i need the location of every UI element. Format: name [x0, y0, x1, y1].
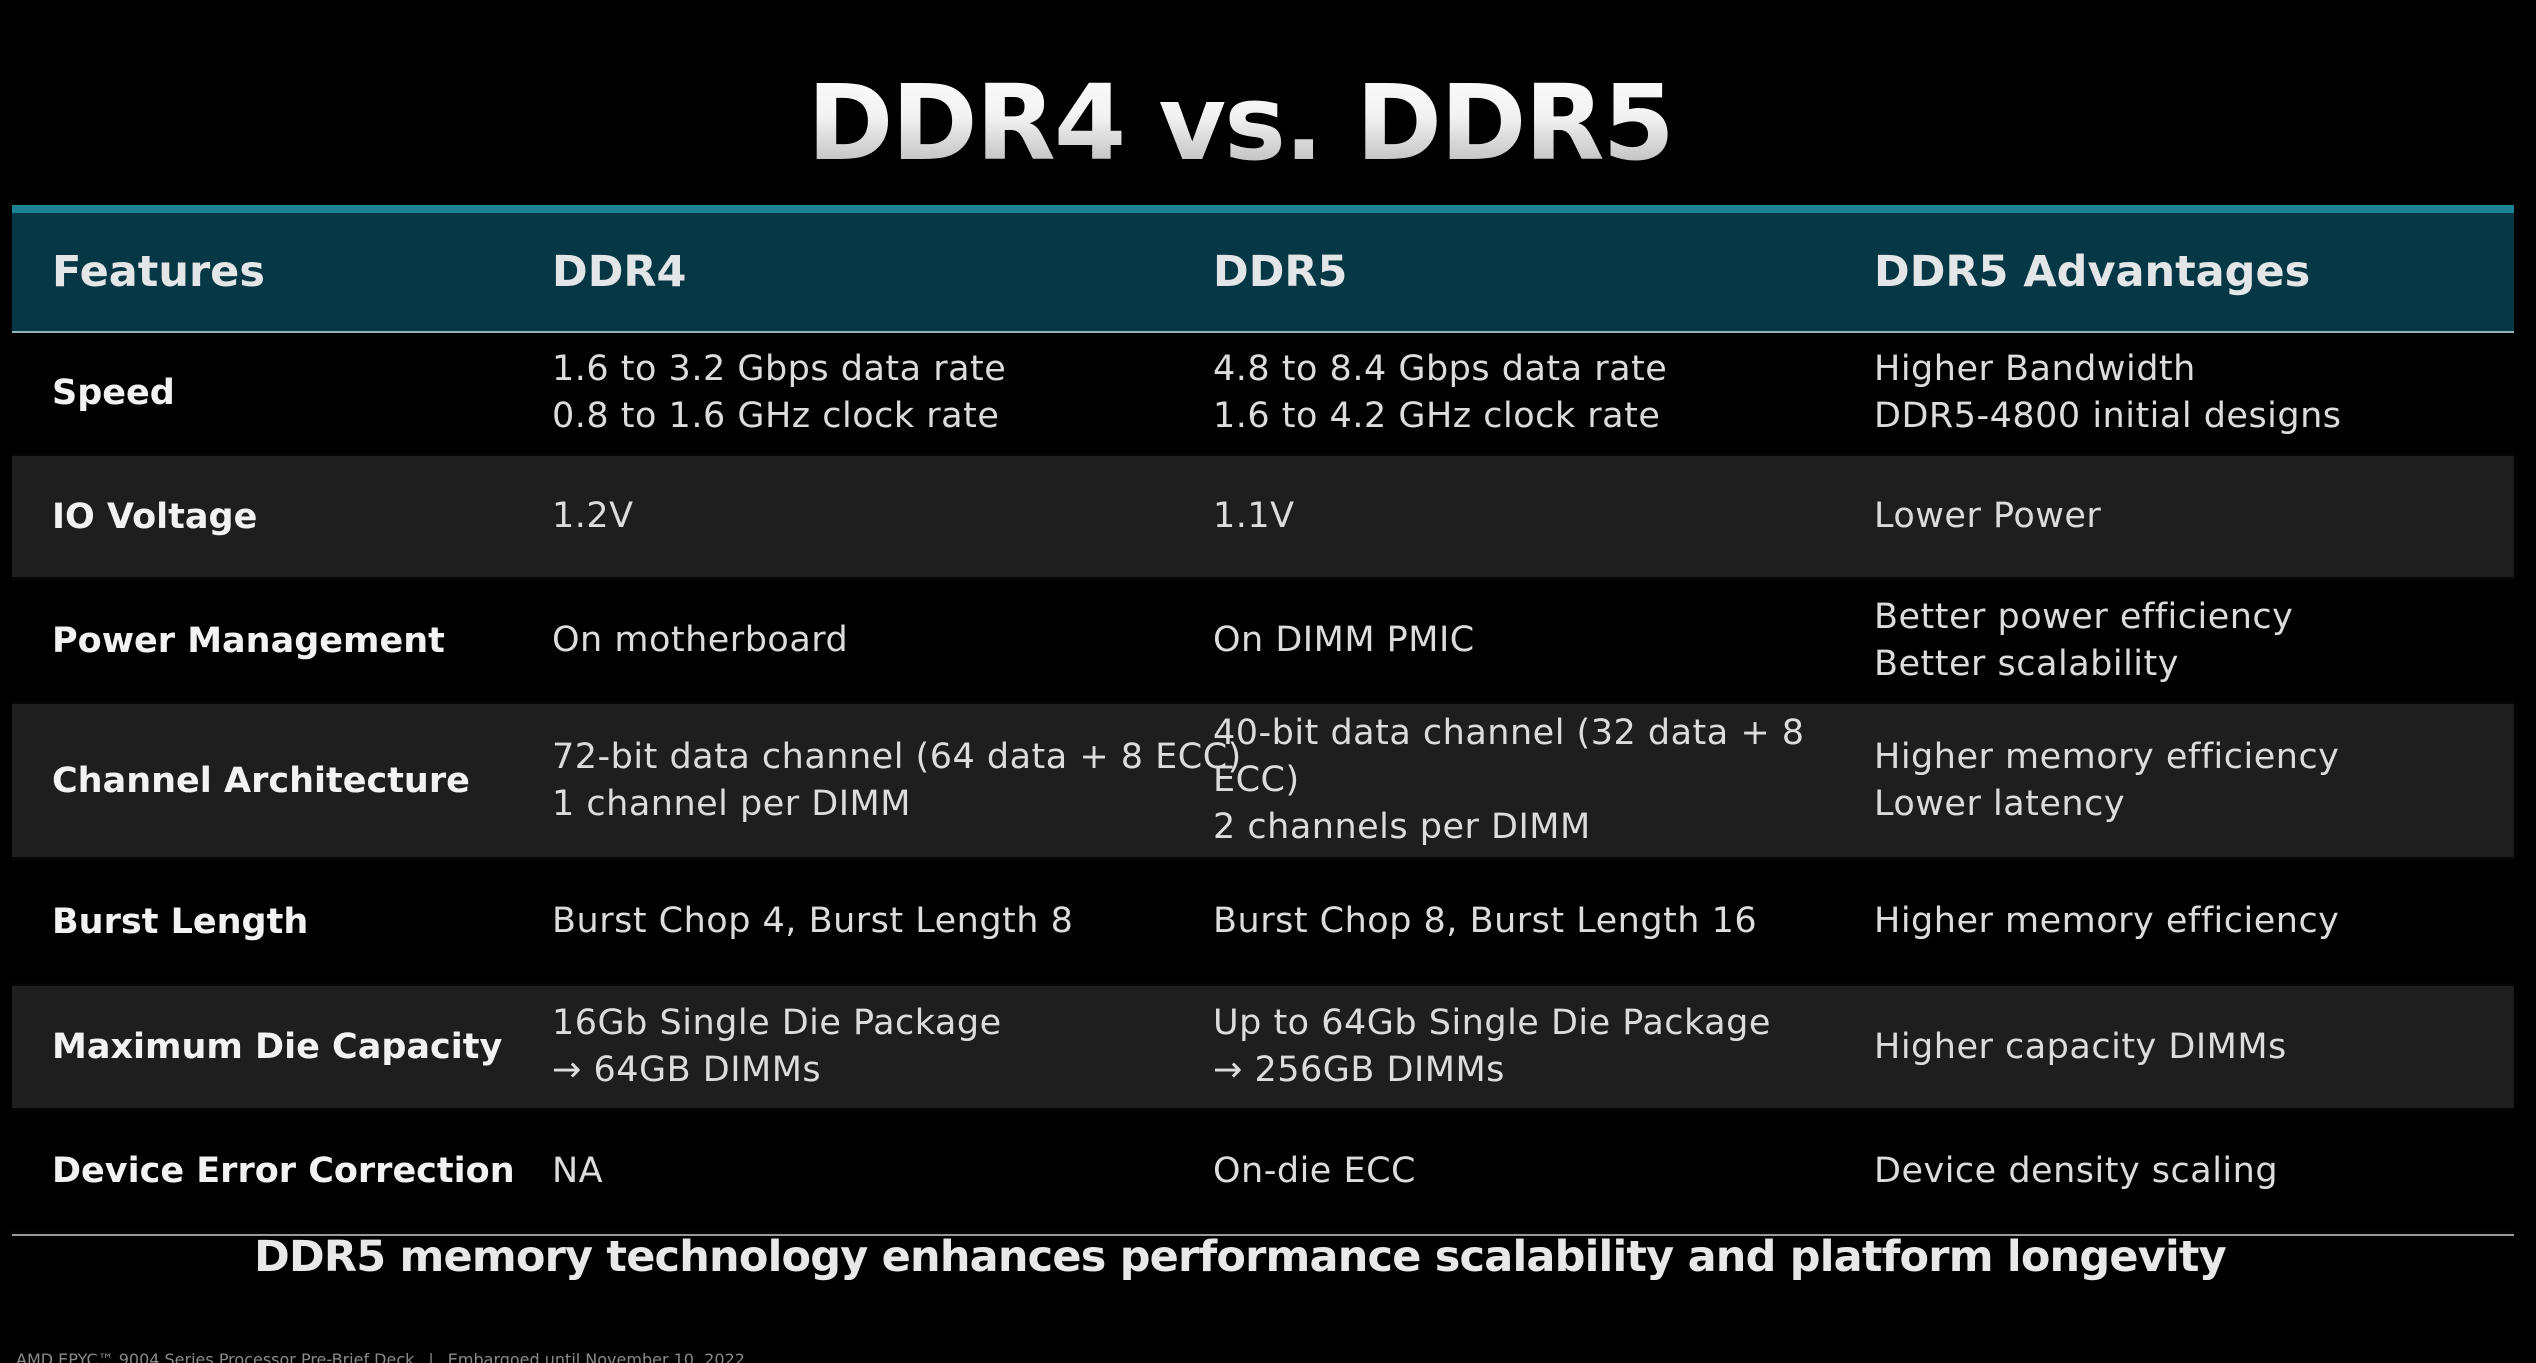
cell-line: On DIMM PMIC — [1213, 620, 1475, 660]
header-ddr4: DDR4 — [552, 247, 687, 297]
cell-line: Higher memory efficiency — [1874, 901, 2340, 941]
table-row: Speed 1.6 to 3.2 Gbps data rate 0.8 to 1.6… — [12, 333, 2514, 456]
feature-cell: IO Voltage — [52, 496, 258, 537]
table-row: Device Error Correction NA On-die ECC Devic… — [12, 1111, 2514, 1234]
feature-cell: Channel Architecture — [52, 760, 470, 801]
comparison-table: Features DDR4 DDR5 DDR5 Advantages Speed… — [12, 205, 2514, 1236]
footer-embargo: Embargoed until November 10, 2022 — [447, 1350, 745, 1363]
feature-cell: Device Error Correction — [52, 1151, 515, 1191]
cell-line: Lower latency — [1874, 783, 2126, 824]
ddr5-cell: 1.1V — [1213, 456, 1853, 577]
slide-footer: AMD EPYC™ 9004 Series Processor Pre-Brie… — [16, 1350, 745, 1363]
ddr4-cell: NA — [552, 1111, 1192, 1231]
cell-line: Burst Chop 4, Burst Length 8 — [552, 901, 1074, 941]
ddr5-cell: Burst Chop 8, Burst Length 16 — [1213, 860, 1853, 983]
cell-line: Better scalability — [1874, 643, 2179, 684]
table-row: Channel Architecture 72-bit data channel … — [12, 704, 2514, 860]
ddr4-cell: 72-bit data channel (64 data + 8 ECC) 1 c… — [552, 704, 1242, 857]
cell-line: → 64GB DIMMs — [552, 1050, 822, 1090]
cell-line: DDR5-4800 initial designs — [1874, 396, 2342, 436]
cell-line: On-die ECC — [1213, 1150, 1416, 1191]
cell-line: 1.1V — [1213, 496, 1295, 536]
cell-line: 1 channel per DIMM — [552, 783, 911, 824]
feature-cell: Maximum Die Capacity — [52, 1027, 503, 1067]
advantages-cell: Higher memory efficiency — [1874, 860, 2514, 983]
footer-deck-name: AMD EPYC™ 9004 Series Processor Pre-Brie… — [16, 1350, 415, 1363]
cell-line: Burst Chop 8, Burst Length 16 — [1213, 901, 1758, 941]
cell-line: Lower Power — [1874, 496, 2102, 536]
table-row: Maximum Die Capacity 16Gb Single Die Pack… — [12, 986, 2514, 1111]
header-ddr5: DDR5 — [1213, 247, 1348, 297]
ddr5-cell: On-die ECC — [1213, 1111, 1853, 1231]
feature-cell: Speed — [52, 373, 175, 413]
cell-line: NA — [552, 1150, 604, 1191]
cell-line: 4.8 to 8.4 Gbps data rate — [1213, 349, 1668, 389]
ddr5-cell: 4.8 to 8.4 Gbps data rate 1.6 to 4.2 GHz … — [1213, 333, 1853, 453]
ddr4-cell: Burst Chop 4, Burst Length 8 — [552, 860, 1192, 983]
ddr4-cell: 1.6 to 3.2 Gbps data rate 0.8 to 1.6 GHz … — [552, 333, 1192, 453]
cell-line: 2 channels per DIMM — [1213, 807, 1591, 847]
table-bottom-rule — [12, 1234, 2514, 1236]
cell-line: 1.6 to 3.2 Gbps data rate — [552, 349, 1007, 389]
cell-line: 16Gb Single Die Package — [552, 1003, 1002, 1043]
ddr5-cell: On DIMM PMIC — [1213, 580, 1853, 701]
cell-line: Higher Bandwidth — [1874, 349, 2196, 389]
cell-line: 1.2V — [552, 496, 634, 536]
advantages-cell: Lower Power — [1874, 456, 2514, 577]
advantages-cell: Device density scaling — [1874, 1111, 2514, 1231]
table-row: Power Management On motherboard On DIMM PM… — [12, 580, 2514, 704]
ddr5-cell: 40-bit data channel (32 data + 8 ECC) 2 ch… — [1213, 704, 1853, 857]
cell-line: Higher capacity DIMMs — [1874, 1026, 2287, 1067]
advantages-cell: Higher memory efficiency Lower latency — [1874, 704, 2514, 857]
advantages-cell: Higher capacity DIMMs — [1874, 986, 2514, 1108]
feature-cell: Power Management — [52, 620, 445, 661]
table-row: Burst Length Burst Chop 4, Burst Length 8… — [12, 860, 2514, 986]
footer-separator: | — [428, 1350, 434, 1363]
cell-line: 72-bit data channel (64 data + 8 ECC) — [552, 736, 1242, 777]
cell-line: Higher memory efficiency — [1874, 736, 2340, 777]
advantages-cell: Higher Bandwidth DDR5-4800 initial design… — [1874, 333, 2514, 453]
header-features: Features — [52, 247, 265, 297]
ddr5-cell: Up to 64Gb Single Die Package → 256GB DIM… — [1213, 986, 1853, 1108]
slide-title: DDR4 vs. DDR5 — [0, 58, 2480, 188]
slide-tagline: DDR5 memory technology enhances performa… — [254, 1232, 2227, 1282]
ddr4-cell: On motherboard — [552, 580, 1192, 701]
cell-line: 1.6 to 4.2 GHz clock rate — [1213, 396, 1661, 436]
cell-line: Better power efficiency — [1874, 596, 2294, 637]
cell-line: → 256GB DIMMs — [1213, 1050, 1505, 1090]
table-accent-bar — [12, 205, 2514, 213]
table-header-row: Features DDR4 DDR5 DDR5 Advantages — [12, 213, 2514, 333]
feature-cell: Burst Length — [52, 901, 309, 942]
cell-line: ECC) — [1213, 760, 1300, 800]
ddr4-cell: 16Gb Single Die Package → 64GB DIMMs — [552, 986, 1192, 1108]
table-row: IO Voltage 1.2V 1.1V Lower Power — [12, 456, 2514, 580]
cell-line: 0.8 to 1.6 GHz clock rate — [552, 396, 1000, 436]
cell-line: On motherboard — [552, 620, 849, 660]
advantages-cell: Better power efficiency Better scalabilit… — [1874, 580, 2514, 701]
header-ddr5-advantages: DDR5 Advantages — [1874, 247, 2311, 297]
ddr4-cell: 1.2V — [552, 456, 1192, 577]
table-body: Speed 1.6 to 3.2 Gbps data rate 0.8 to 1.6… — [12, 333, 2514, 1234]
cell-line: 40-bit data channel (32 data + 8 — [1213, 713, 1805, 753]
cell-line: Up to 64Gb Single Die Package — [1213, 1003, 1771, 1043]
cell-line: Device density scaling — [1874, 1150, 2279, 1191]
